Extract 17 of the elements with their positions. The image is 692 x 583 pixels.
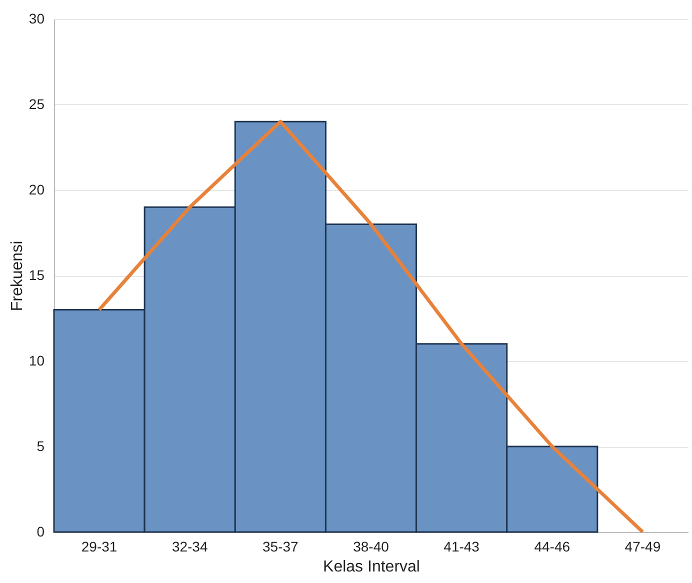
y-tick-label: 15 xyxy=(28,267,45,283)
y-tick-label: 20 xyxy=(28,182,45,198)
y-axis-title: Frekuensi xyxy=(8,240,26,312)
x-tick-label: 44-46 xyxy=(534,538,570,554)
x-tick-label: 29-31 xyxy=(81,538,118,554)
y-tick-label: 10 xyxy=(28,352,45,368)
y-tick-label: 30 xyxy=(28,10,45,26)
y-tick-label: 25 xyxy=(28,96,45,112)
x-tick-label: 41-43 xyxy=(444,538,480,554)
x-tick-label: 32-34 xyxy=(172,538,208,554)
x-axis-title: Kelas Interval xyxy=(323,558,420,576)
y-tick-label: 0 xyxy=(36,524,45,540)
x-tick-label: 38-40 xyxy=(353,538,390,554)
y-tick-label: 5 xyxy=(36,438,45,454)
x-tick-label: 47-49 xyxy=(624,538,661,554)
x-tick-label: 35-37 xyxy=(262,538,299,554)
line-series xyxy=(98,120,644,534)
